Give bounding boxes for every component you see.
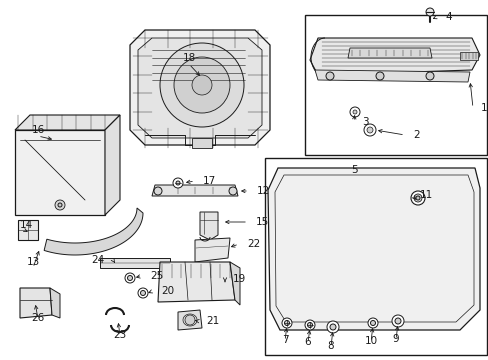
Circle shape (154, 187, 162, 195)
Circle shape (415, 196, 419, 200)
Polygon shape (264, 158, 486, 355)
Text: 19: 19 (232, 274, 246, 284)
Circle shape (425, 8, 433, 16)
Circle shape (375, 72, 383, 80)
Text: 10: 10 (364, 336, 377, 346)
Circle shape (58, 203, 62, 207)
Circle shape (329, 324, 335, 330)
Text: 16: 16 (31, 125, 44, 135)
Text: 13: 13 (26, 257, 40, 267)
Text: 23: 23 (113, 330, 126, 340)
Circle shape (367, 318, 377, 328)
Polygon shape (229, 262, 240, 305)
Text: 15: 15 (256, 217, 269, 227)
Circle shape (425, 72, 433, 80)
Text: 18: 18 (182, 53, 195, 63)
Circle shape (307, 323, 312, 328)
Circle shape (284, 320, 289, 325)
Polygon shape (305, 15, 486, 155)
Polygon shape (15, 130, 105, 215)
Circle shape (349, 107, 359, 117)
Circle shape (125, 273, 135, 283)
Text: 11: 11 (419, 190, 432, 200)
Polygon shape (459, 52, 477, 60)
Polygon shape (15, 115, 120, 130)
Polygon shape (20, 288, 52, 318)
Circle shape (326, 321, 338, 333)
Text: 12: 12 (257, 186, 270, 196)
Circle shape (140, 291, 145, 296)
Polygon shape (44, 208, 142, 255)
Text: 14: 14 (20, 220, 33, 230)
Circle shape (228, 187, 237, 195)
Polygon shape (138, 38, 262, 138)
Text: 6: 6 (304, 337, 311, 347)
Circle shape (282, 318, 291, 328)
Circle shape (363, 124, 375, 136)
Polygon shape (192, 138, 212, 148)
Text: 4: 4 (444, 12, 451, 22)
Circle shape (55, 200, 65, 210)
Circle shape (325, 72, 333, 80)
Polygon shape (347, 48, 431, 58)
Text: 5: 5 (351, 165, 358, 175)
Polygon shape (130, 30, 269, 145)
Circle shape (174, 57, 229, 113)
Text: 7: 7 (281, 335, 288, 345)
Circle shape (176, 181, 180, 185)
Text: 21: 21 (205, 316, 219, 326)
Polygon shape (309, 38, 479, 75)
Text: 20: 20 (161, 286, 174, 296)
Text: 24: 24 (92, 255, 105, 265)
Polygon shape (152, 185, 238, 196)
Circle shape (410, 191, 424, 205)
Circle shape (305, 320, 314, 330)
Polygon shape (314, 70, 469, 82)
Text: 1: 1 (480, 103, 487, 113)
Polygon shape (267, 168, 479, 330)
Circle shape (127, 275, 132, 280)
Text: 9: 9 (392, 334, 399, 344)
Circle shape (391, 315, 403, 327)
Text: 3: 3 (361, 117, 368, 127)
Circle shape (394, 318, 400, 324)
Circle shape (366, 127, 372, 133)
Polygon shape (158, 262, 235, 302)
Polygon shape (100, 258, 170, 268)
Circle shape (173, 178, 183, 188)
Polygon shape (105, 115, 120, 215)
Text: 8: 8 (327, 341, 334, 351)
Text: 25: 25 (150, 271, 163, 281)
Polygon shape (195, 238, 229, 262)
Circle shape (192, 75, 212, 95)
Circle shape (184, 315, 195, 325)
Circle shape (413, 194, 421, 202)
Circle shape (160, 43, 244, 127)
Circle shape (352, 110, 356, 114)
Text: 2: 2 (412, 130, 419, 140)
Text: 17: 17 (203, 176, 216, 186)
Polygon shape (18, 220, 38, 240)
Text: 22: 22 (246, 239, 260, 249)
Polygon shape (50, 288, 60, 318)
Polygon shape (178, 310, 202, 330)
Polygon shape (200, 212, 218, 240)
Circle shape (370, 320, 375, 325)
Text: 26: 26 (31, 313, 44, 323)
Circle shape (138, 288, 148, 298)
